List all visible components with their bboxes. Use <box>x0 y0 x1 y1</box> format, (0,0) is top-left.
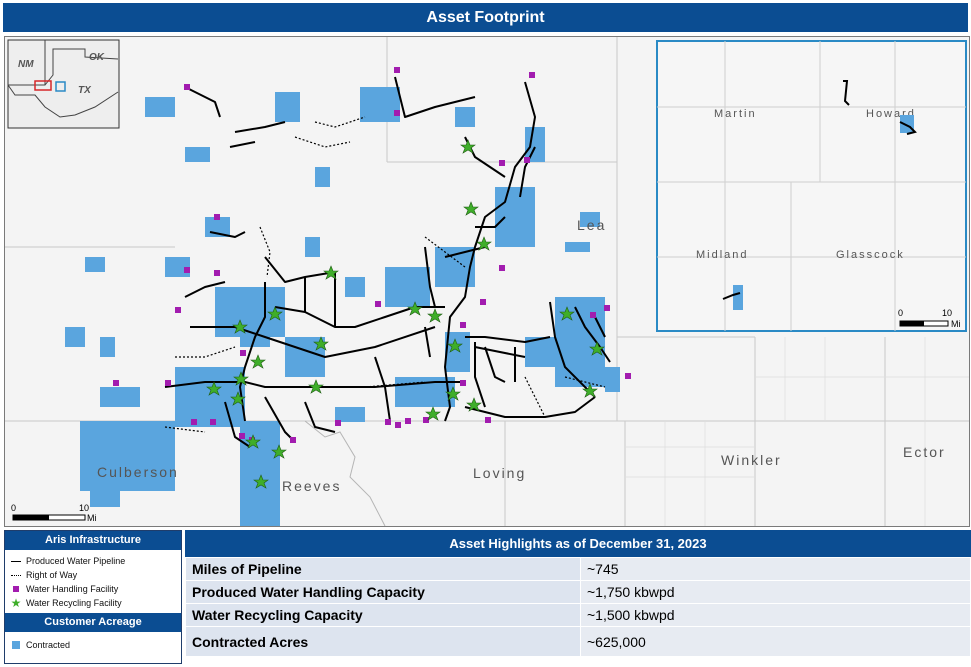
legend-infrastructure-title: Aris Infrastructure <box>5 531 181 550</box>
row-label: Contracted Acres <box>185 626 581 657</box>
row-label: Produced Water Handling Capacity <box>185 580 581 604</box>
row-value: ~625,000 <box>580 626 971 657</box>
state-label-tx: TX <box>78 85 92 96</box>
svg-text:10: 10 <box>79 503 89 513</box>
inset-county-martin: Martin <box>714 108 757 120</box>
scale-bar-inset: 0 10 Mi <box>898 308 961 329</box>
asset-highlights-table: Asset Highlights as of December 31, 2023… <box>185 530 971 663</box>
highlights-grid: Miles of Pipeline ~745 Produced Water Ha… <box>185 557 971 657</box>
legend-item-pipeline: Produced Water Pipeline <box>5 554 181 568</box>
highlights-title: Asset Highlights as of December 31, 2023 <box>185 530 971 557</box>
scale-bar-main: 0 10 Mi <box>11 503 97 523</box>
legend-item-contracted: Contracted <box>5 638 181 652</box>
svg-text:Mi: Mi <box>87 513 97 523</box>
legend-acreage-title: Customer Acreage <box>5 613 181 632</box>
map-canvas[interactable]: Lea Culberson Reeves Loving Winkler Ecto… <box>5 37 969 526</box>
locator-map: NM OK TX <box>7 39 120 129</box>
legend-item-recycling: ★ Water Recycling Facility <box>10 596 122 610</box>
svg-text:0: 0 <box>898 308 903 318</box>
county-label-ector: Ector <box>903 444 946 460</box>
inset-county-midland: Midland <box>696 249 749 261</box>
table-row: Produced Water Handling Capacity ~1,750 … <box>185 580 971 604</box>
county-label-loving: Loving <box>473 465 526 481</box>
purple-square-icon <box>9 586 23 592</box>
map-legend: Aris Infrastructure Produced Water Pipel… <box>4 530 182 664</box>
state-label-ok: OK <box>89 52 105 63</box>
inset-map: Martin Howard Midland Glasscock 0 10 Mi <box>656 40 967 332</box>
reeves-boundary <box>304 420 386 526</box>
row-value: ~1,750 kbwpd <box>580 580 971 604</box>
svg-text:Mi: Mi <box>951 319 961 329</box>
county-label-winkler: Winkler <box>721 452 782 468</box>
table-row: Contracted Acres ~625,000 <box>185 626 971 657</box>
svg-text:0: 0 <box>11 503 16 513</box>
blue-square-icon <box>9 641 23 649</box>
county-label-lea: Lea <box>577 217 606 233</box>
dotted-line-icon <box>9 574 23 576</box>
row-label: Miles of Pipeline <box>185 557 581 581</box>
water-recycling-facilities <box>206 139 605 489</box>
map-panel[interactable]: Lea Culberson Reeves Loving Winkler Ecto… <box>4 36 970 527</box>
acreage-blocks <box>65 87 620 526</box>
page-title: Asset Footprint <box>3 3 968 32</box>
legend-item-handling: Water Handling Facility <box>5 582 181 596</box>
right-of-way-lines <box>164 116 606 433</box>
inset-county-glasscock: Glasscock <box>836 249 905 261</box>
county-label-culberson: Culberson <box>97 464 179 480</box>
pipeline-line-icon <box>9 560 23 562</box>
county-label-reeves: Reeves <box>282 478 341 494</box>
green-star-icon: ★ <box>10 596 22 610</box>
table-row: Miles of Pipeline ~745 <box>185 557 971 581</box>
pipeline-network <box>164 76 611 448</box>
state-label-nm: NM <box>18 59 34 70</box>
row-label: Water Recycling Capacity <box>185 603 581 627</box>
survey-grid <box>625 337 969 526</box>
water-handling-facilities <box>113 67 631 443</box>
row-value: ~745 <box>580 557 971 581</box>
legend-item-right-of-way: Right of Way <box>5 568 181 582</box>
table-row: Water Recycling Capacity ~1,500 kbwpd <box>185 603 971 627</box>
svg-text:10: 10 <box>942 308 952 318</box>
row-value: ~1,500 kbwpd <box>580 603 971 627</box>
